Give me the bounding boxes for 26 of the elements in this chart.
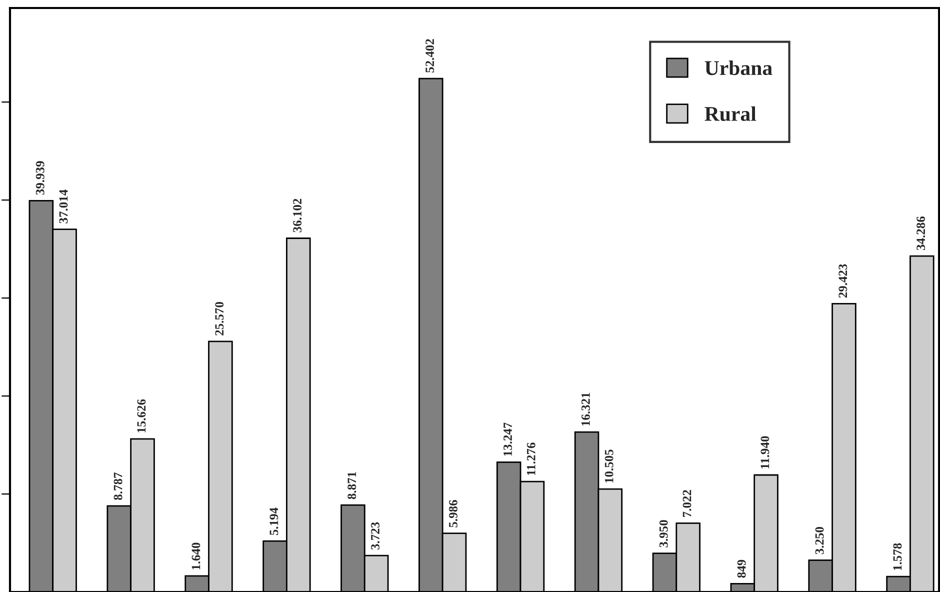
data-label: 15.626 bbox=[137, 399, 146, 432]
data-label: 849 bbox=[737, 560, 746, 578]
data-label: 36.102 bbox=[293, 198, 302, 232]
data-label: 16.321 bbox=[581, 392, 590, 426]
data-label: 8.871 bbox=[348, 472, 356, 500]
legend-label: Rural bbox=[704, 106, 756, 122]
data-label: 11.940 bbox=[760, 436, 770, 468]
data-label: 34.286 bbox=[916, 216, 926, 250]
data-label: 5.194 bbox=[270, 508, 278, 536]
data-label: 52.402 bbox=[426, 39, 434, 72]
data-label: 3.950 bbox=[659, 520, 668, 548]
data-label: 3.250 bbox=[815, 526, 824, 554]
data-label: 29.423 bbox=[838, 264, 848, 298]
data-label: 11.276 bbox=[526, 442, 536, 475]
data-label: 5.986 bbox=[448, 500, 458, 528]
data-label: 1.640 bbox=[192, 542, 200, 570]
legend-label: Urbana bbox=[704, 60, 772, 76]
data-label: 8.787 bbox=[114, 472, 122, 500]
data-label: 1.578 bbox=[893, 543, 902, 570]
data-label: 7.022 bbox=[682, 490, 692, 517]
data-label: 37.014 bbox=[59, 190, 68, 224]
data-label: 25.570 bbox=[215, 302, 224, 336]
data-label: 39.939 bbox=[36, 161, 44, 195]
data-label: 3.723 bbox=[371, 522, 380, 550]
data-label: 13.247 bbox=[504, 422, 512, 456]
data-label: 10.505 bbox=[604, 450, 614, 483]
